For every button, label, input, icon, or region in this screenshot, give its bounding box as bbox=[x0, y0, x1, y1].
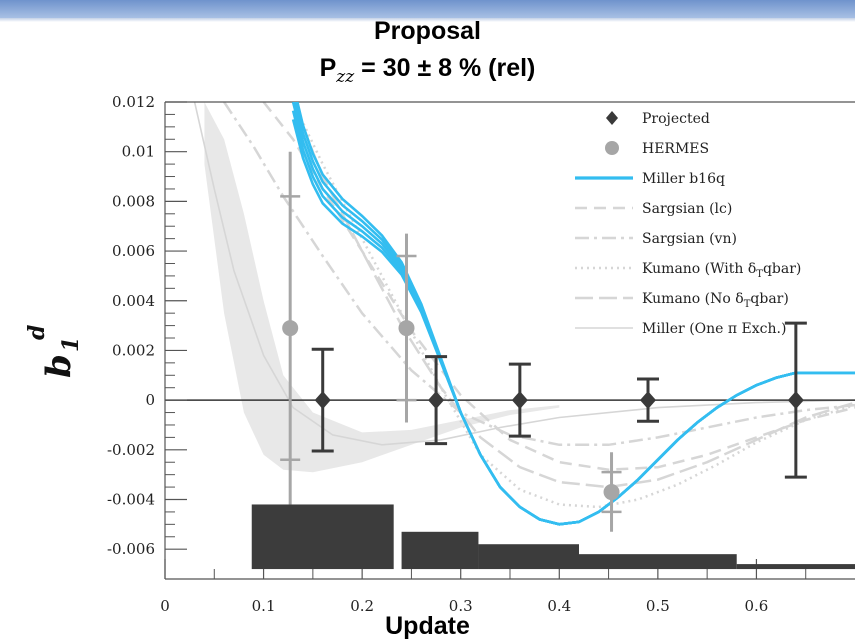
chart-subtitle: Pzz = 30 ± 8 % (rel) bbox=[0, 54, 855, 87]
theory-curve-sargsian-vn- bbox=[223, 102, 855, 447]
hermes-point bbox=[603, 484, 620, 501]
theory-curve-miller-one-exch- bbox=[193, 102, 855, 446]
y-tick-label: 0.006 bbox=[112, 242, 155, 260]
systematic-error-bin bbox=[736, 564, 855, 570]
systematic-error-bin bbox=[401, 531, 479, 570]
legend-label: Kumano (With δTqbar) bbox=[642, 261, 801, 280]
theory-curve-kumano-no-tqbar- bbox=[291, 102, 855, 489]
legend-label: Sargsian (vn) bbox=[642, 231, 737, 247]
legend-label: Miller b16q bbox=[642, 171, 725, 187]
legend-label: Miller (One π Exch.) bbox=[642, 321, 786, 337]
hermes-point bbox=[398, 320, 415, 337]
y-axis-label-sub: 1 bbox=[58, 337, 84, 352]
y-tick-label: 0.002 bbox=[112, 341, 155, 359]
legend-label: Projected bbox=[642, 111, 710, 127]
header-banner bbox=[0, 0, 855, 22]
subtitle-prefix: P bbox=[319, 54, 337, 82]
projected-point bbox=[314, 391, 331, 410]
legend-symbol-hermes bbox=[605, 141, 619, 155]
y-axis-label: b 1 d bbox=[24, 325, 84, 378]
miller-b16q-curve bbox=[291, 102, 855, 526]
miller-b16q-curve bbox=[291, 110, 855, 526]
projected-point bbox=[640, 391, 656, 410]
y-tick-label: -0.006 bbox=[107, 540, 155, 558]
y-axis-label-main: b bbox=[39, 354, 79, 378]
y-tick-label: 0.008 bbox=[112, 192, 155, 210]
projected-point bbox=[787, 391, 804, 410]
subtitle-subscript: zz bbox=[336, 67, 355, 87]
legend-layer: Projected HERMES Miller b16q Sargsian (lc) S… bbox=[575, 111, 801, 337]
miller-b16q-curve bbox=[296, 102, 855, 526]
legend-symbol-projected bbox=[606, 111, 618, 125]
projected-point bbox=[511, 391, 528, 410]
theory-layer bbox=[193, 102, 855, 509]
y-tick-label: 0 bbox=[145, 391, 155, 409]
x-tick-label: 0.6 bbox=[744, 597, 768, 615]
theory-curve-kumano-with-tqbar- bbox=[291, 102, 855, 509]
legend-label: Kumano (No δTqbar) bbox=[642, 291, 789, 310]
subtitle-suffix: = 30 ± 8 % (rel) bbox=[354, 54, 536, 82]
systematic-error-bin bbox=[579, 554, 737, 570]
x-tick-label: 0.1 bbox=[252, 597, 276, 615]
legend-label: HERMES bbox=[642, 141, 709, 157]
frame-layer: -0.006 -0.004 -0.002 0 0.002 0.004 0.006 0.008 0… bbox=[107, 93, 855, 615]
x-tick-label: 0.5 bbox=[646, 597, 670, 615]
systematic-error-bin bbox=[478, 544, 579, 570]
y-tick-label: 0.004 bbox=[112, 292, 155, 310]
x-tick-label: 0 bbox=[160, 597, 170, 615]
y-axis-label-sup: d bbox=[24, 325, 50, 340]
y-tick-label: 0.012 bbox=[112, 93, 155, 111]
update-label: Update bbox=[385, 612, 470, 640]
data-layer bbox=[280, 102, 855, 532]
y-tick-label: 0.01 bbox=[122, 143, 155, 161]
systematic-error-bin bbox=[251, 504, 394, 570]
chart-title: Proposal bbox=[374, 17, 481, 45]
y-tick-label: -0.004 bbox=[107, 491, 155, 509]
x-tick-label: 0.2 bbox=[350, 597, 374, 615]
x-tick-label: 0.3 bbox=[449, 597, 473, 615]
miller-b16q-curve bbox=[293, 102, 855, 526]
y-tick-label: -0.002 bbox=[107, 441, 155, 459]
x-tick-label: 0.4 bbox=[547, 597, 571, 615]
projected-point bbox=[428, 391, 445, 410]
theory-curve-sargsian-lc- bbox=[262, 102, 855, 471]
legend-label: Sargsian (lc) bbox=[642, 201, 732, 217]
hermes-point bbox=[282, 320, 299, 337]
systematic-bins-layer bbox=[251, 504, 855, 570]
